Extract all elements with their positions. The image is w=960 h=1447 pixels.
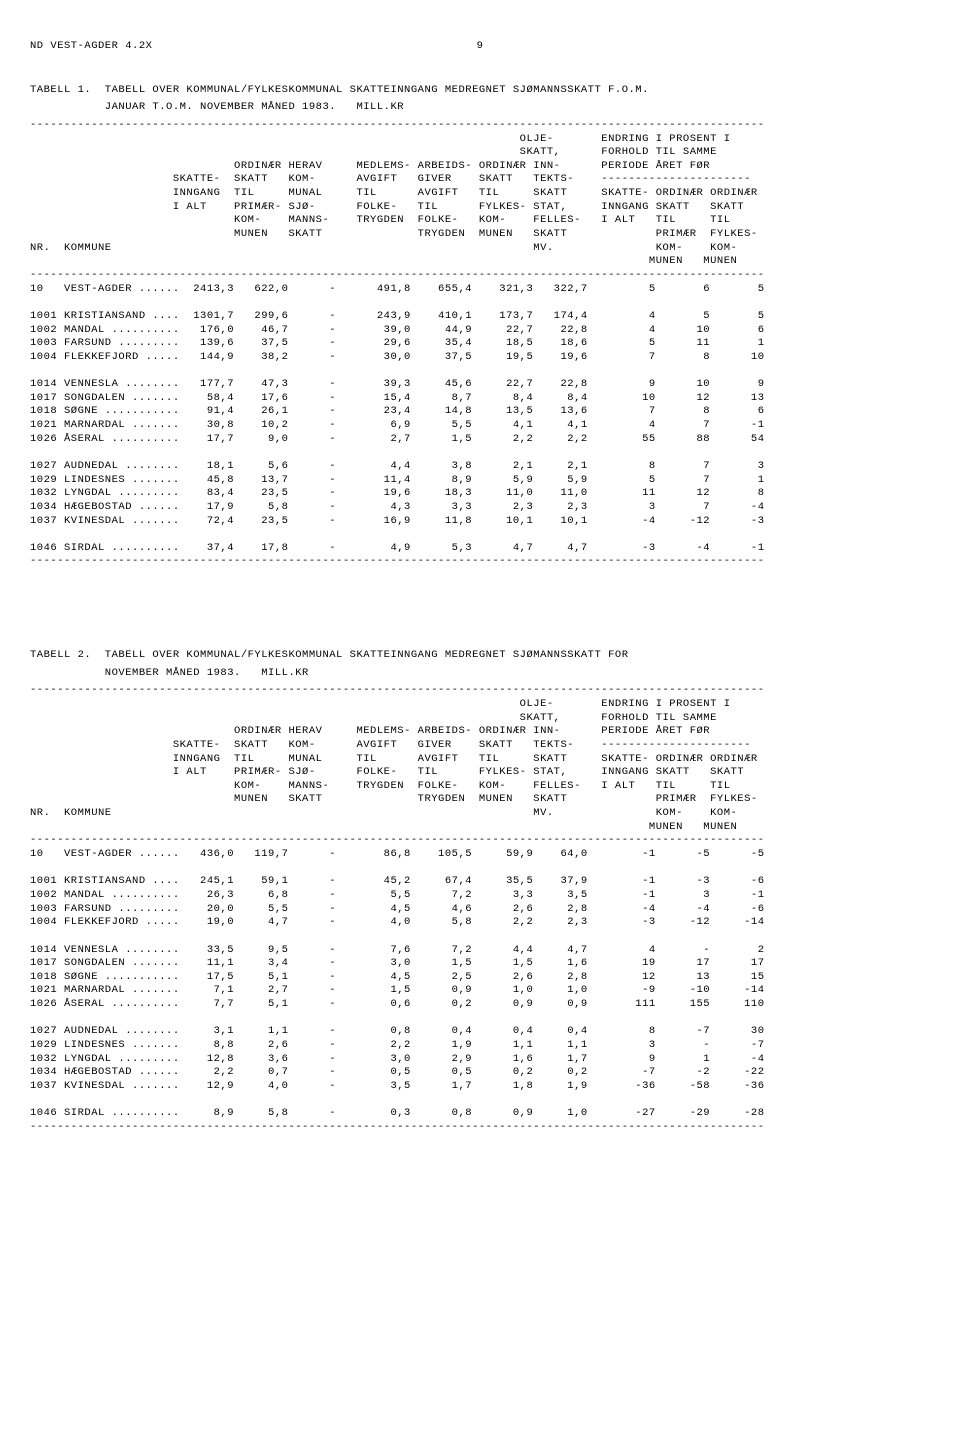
table-row: 1037 KVINESDAL ....... 72,4 23,5 - 16,9 … — [30, 515, 930, 529]
table1-header-3: ORDINÆR HERAV MEDLEMS- ARBEIDS- ORDINÆR … — [30, 160, 930, 174]
table-row: 1003 FARSUND ......... 139,6 37,5 - 29,6… — [30, 337, 930, 351]
table1-header-8: MUNEN SKATT TRYGDEN MUNEN SKATT PRIMÆR F… — [30, 228, 930, 242]
table1-header-1: OLJE- ENDRING I PROSENT I — [30, 133, 930, 147]
table-row: 1014 VENNESLA ........ 177,7 47,3 - 39,3… — [30, 378, 930, 392]
table2-divider-bottom: ----------------------------------------… — [30, 1121, 930, 1135]
table-row — [30, 364, 930, 378]
table1-data-rows: 10 VEST-AGDER ...... 2413,3 622,0 - 491,… — [30, 283, 930, 556]
table2-header-3: ORDINÆR HERAV MEDLEMS- ARBEIDS- ORDINÆR … — [30, 725, 930, 739]
table-row: 1027 AUDNEDAL ........ 3,1 1,1 - 0,8 0,4… — [30, 1025, 930, 1039]
table1-header-10: MUNEN MUNEN — [30, 255, 930, 269]
table-row: 1034 HÆGEBOSTAD ...... 2,2 0,7 - 0,5 0,5… — [30, 1066, 930, 1080]
table1-title: TABELL 1. TABELL OVER KOMMUNAL/FYLKESKOM… — [30, 84, 930, 98]
table2-header-6: I ALT PRIMÆR- SJØ- FOLKE- TIL FYLKES- ST… — [30, 766, 930, 780]
table-row: 1027 AUDNEDAL ........ 18,1 5,6 - 4,4 3,… — [30, 460, 930, 474]
table1-header-7: KOM- MANNS- TRYGDEN FOLKE- KOM- FELLES- … — [30, 214, 930, 228]
table-row: 1046 SIRDAL .......... 8,9 5,8 - 0,3 0,8… — [30, 1107, 930, 1121]
table-row: 1029 LINDESNES ....... 45,8 13,7 - 11,4 … — [30, 474, 930, 488]
table1-header-2: SKATT, FORHOLD TIL SAMME — [30, 146, 930, 160]
table1-divider-bottom: ----------------------------------------… — [30, 555, 930, 569]
table-row: 1037 KVINESDAL ....... 12,9 4,0 - 3,5 1,… — [30, 1080, 930, 1094]
table-row: 1026 ÅSERAL .......... 7,7 5,1 - 0,6 0,2… — [30, 998, 930, 1012]
table-2: TABELL 2. TABELL OVER KOMMUNAL/FYLKESKOM… — [30, 649, 930, 1134]
table-row: 1018 SØGNE ........... 17,5 5,1 - 4,5 2,… — [30, 971, 930, 985]
table-row — [30, 528, 930, 542]
table2-header-10: MUNEN MUNEN — [30, 821, 930, 835]
table-row — [30, 1012, 930, 1026]
table2-header-9: NR. KOMMUNE MV. KOM- KOM- — [30, 807, 930, 821]
page-number: 9 — [477, 40, 484, 54]
table-row: 1021 MARNARDAL ....... 30,8 10,2 - 6,9 5… — [30, 419, 930, 433]
table2-data-rows: 10 VEST-AGDER ...... 436,0 119,7 - 86,8 … — [30, 848, 930, 1121]
table-row: 1021 MARNARDAL ....... 7,1 2,7 - 1,5 0,9… — [30, 984, 930, 998]
table-row: 1032 LYNGDAL ......... 83,4 23,5 - 19,6 … — [30, 487, 930, 501]
table1-header-6: I ALT PRIMÆR- SJØ- FOLKE- TIL FYLKES- ST… — [30, 201, 930, 215]
table2-subtitle: NOVEMBER MÅNED 1983. MILL.KR — [30, 667, 930, 681]
table-row — [30, 862, 930, 876]
table2-header-2: SKATT, FORHOLD TIL SAMME — [30, 712, 930, 726]
table2-header-8: MUNEN SKATT TRYGDEN MUNEN SKATT PRIMÆR F… — [30, 793, 930, 807]
table1-divider-mid: ----------------------------------------… — [30, 269, 930, 283]
table-row: 1017 SONGDALEN ....... 11,1 3,4 - 3,0 1,… — [30, 957, 930, 971]
table1-header-4: SKATTE- SKATT KOM- AVGIFT GIVER SKATT TE… — [30, 173, 930, 187]
table2-header-5: INNGANG TIL MUNAL TIL AVGIFT TIL SKATT S… — [30, 753, 930, 767]
table1-divider-top: ----------------------------------------… — [30, 119, 930, 133]
table-row: 1004 FLEKKEFJORD ..... 144,9 38,2 - 30,0… — [30, 351, 930, 365]
table-row: 1026 ÅSERAL .......... 17,7 9,0 - 2,7 1,… — [30, 433, 930, 447]
table-row: 10 VEST-AGDER ...... 436,0 119,7 - 86,8 … — [30, 848, 930, 862]
table-row: 1001 KRISTIANSAND .... 245,1 59,1 - 45,2… — [30, 875, 930, 889]
table-row: 1017 SONGDALEN ....... 58,4 17,6 - 15,4 … — [30, 392, 930, 406]
table2-divider-mid: ----------------------------------------… — [30, 834, 930, 848]
table-row: 1002 MANDAL .......... 26,3 6,8 - 5,5 7,… — [30, 889, 930, 903]
header-left: ND VEST-AGDER 4.2X — [30, 40, 152, 54]
table1-subtitle: JANUAR T.O.M. NOVEMBER MÅNED 1983. MILL.… — [30, 101, 930, 115]
table-row: 1029 LINDESNES ....... 8,8 2,6 - 2,2 1,9… — [30, 1039, 930, 1053]
table2-header-7: KOM- MANNS- TRYGDEN FOLKE- KOM- FELLES- … — [30, 780, 930, 794]
table-row: 1002 MANDAL .......... 176,0 46,7 - 39,0… — [30, 324, 930, 338]
table-row — [30, 446, 930, 460]
table1-header-5: INNGANG TIL MUNAL TIL AVGIFT TIL SKATT S… — [30, 187, 930, 201]
table-row: 1034 HÆGEBOSTAD ...... 17,9 5,8 - 4,3 3,… — [30, 501, 930, 515]
table1-header-9: NR. KOMMUNE MV. KOM- KOM- — [30, 242, 930, 256]
table-row: 1032 LYNGDAL ......... 12,8 3,6 - 3,0 2,… — [30, 1053, 930, 1067]
table-row — [30, 1094, 930, 1108]
table-row: 1003 FARSUND ......... 20,0 5,5 - 4,5 4,… — [30, 903, 930, 917]
table-row: 1046 SIRDAL .......... 37,4 17,8 - 4,9 5… — [30, 542, 930, 556]
table-row — [30, 930, 930, 944]
table-row: 1004 FLEKKEFJORD ..... 19,0 4,7 - 4,0 5,… — [30, 916, 930, 930]
table-row: 1018 SØGNE ........... 91,4 26,1 - 23,4 … — [30, 405, 930, 419]
table-1: TABELL 1. TABELL OVER KOMMUNAL/FYLKESKOM… — [30, 84, 930, 569]
table-row: 1014 VENNESLA ........ 33,5 9,5 - 7,6 7,… — [30, 944, 930, 958]
table-row — [30, 296, 930, 310]
table2-header-1: OLJE- ENDRING I PROSENT I — [30, 698, 930, 712]
table2-header-4: SKATTE- SKATT KOM- AVGIFT GIVER SKATT TE… — [30, 739, 930, 753]
table-row: 1001 KRISTIANSAND .... 1301,7 299,6 - 24… — [30, 310, 930, 324]
table2-title: TABELL 2. TABELL OVER KOMMUNAL/FYLKESKOM… — [30, 649, 930, 663]
table-row: 10 VEST-AGDER ...... 2413,3 622,0 - 491,… — [30, 283, 930, 297]
table2-divider-top: ----------------------------------------… — [30, 684, 930, 698]
